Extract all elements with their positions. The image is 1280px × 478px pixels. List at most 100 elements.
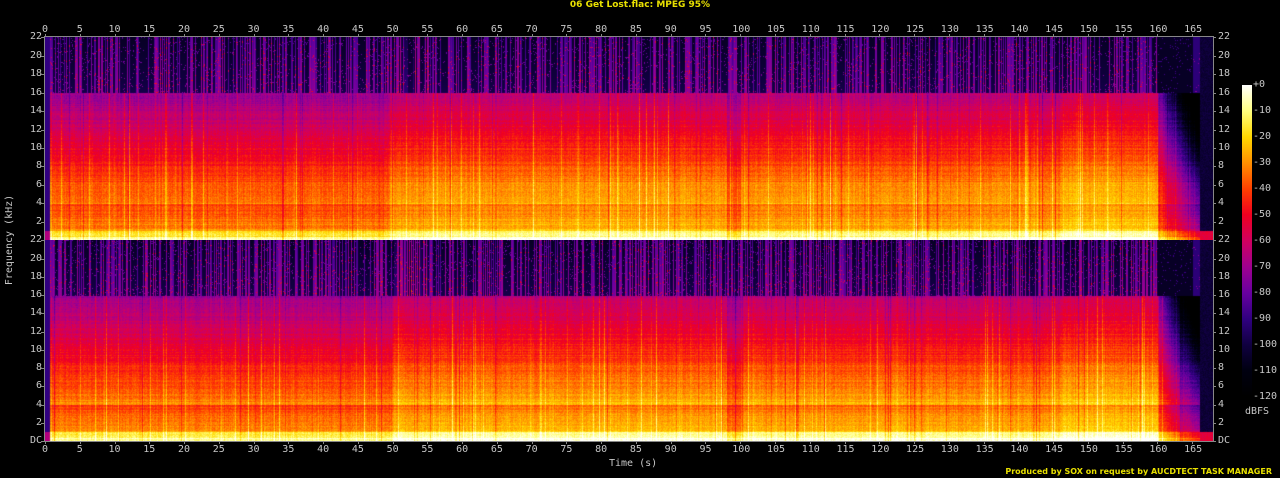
y-tick-label-right: 2 [1218, 215, 1225, 227]
x-tick-mark [323, 441, 325, 444]
x-tick-label-top: 20 [178, 24, 191, 35]
x-tick-mark [879, 441, 881, 444]
x-tick-mark [1087, 441, 1089, 444]
x-tick-label-top: 35 [282, 24, 295, 35]
x-tick-label-bottom: 165 [1184, 444, 1203, 455]
y-tick-mark [41, 37, 44, 39]
x-tick-mark [45, 34, 46, 37]
x-tick-mark [288, 441, 290, 444]
y-tick-label-left: 22 [29, 31, 42, 43]
colorbar-tick-label: -60 [1253, 235, 1272, 246]
y-tick-mark [1213, 203, 1216, 205]
y-tick-mark [41, 441, 44, 442]
y-tick-label-left: 12 [29, 123, 42, 135]
x-tick-label-bottom: 40 [317, 444, 330, 455]
y-tick-mark [41, 313, 44, 315]
y-tick-mark [41, 368, 44, 370]
x-tick-label-bottom: 80 [595, 444, 608, 455]
x-tick-mark [705, 441, 707, 444]
x-tick-mark [740, 441, 742, 444]
x-tick-mark [1122, 441, 1124, 444]
y-tick-mark [1213, 258, 1216, 260]
y-tick-label-right: 4 [1218, 197, 1225, 209]
y-tick-mark [1213, 37, 1216, 39]
x-tick-mark [114, 441, 116, 444]
x-tick-mark [288, 34, 290, 37]
x-tick-mark [392, 34, 394, 37]
y-tick-label-right: 18 [1218, 270, 1231, 282]
colorbar-tick-label: -10 [1253, 105, 1272, 116]
y-tick-label-right: 20 [1218, 49, 1231, 61]
x-tick-mark [427, 34, 429, 37]
x-tick-label-top: 105 [767, 24, 786, 35]
x-tick-mark [1053, 441, 1055, 444]
x-tick-label-top: 30 [247, 24, 260, 35]
x-tick-mark [357, 441, 359, 444]
y-tick-label-right: 10 [1218, 141, 1231, 153]
y-tick-mark [41, 349, 44, 351]
x-tick-label-top: 155 [1114, 24, 1133, 35]
x-tick-label-bottom: 75 [560, 444, 573, 455]
y-tick-label-right: 8 [1218, 362, 1225, 374]
y-tick-mark [1213, 55, 1216, 57]
x-tick-label-top: 15 [143, 24, 156, 35]
x-tick-mark [809, 34, 811, 37]
y-tick-mark [1213, 295, 1216, 297]
y-tick-label-right: 12 [1218, 123, 1231, 135]
x-tick-label-top: 130 [940, 24, 959, 35]
x-tick-label-bottom: 130 [940, 444, 959, 455]
colorbar-tick-label: -120 [1253, 391, 1278, 402]
y-tick-mark [1213, 386, 1216, 388]
y-tick-mark [1213, 404, 1216, 406]
x-tick-mark [635, 34, 637, 37]
x-tick-label-top: 70 [525, 24, 538, 35]
x-tick-mark [983, 441, 985, 444]
y-tick-label-left: 10 [29, 141, 42, 153]
y-tick-label-left: 2 [35, 215, 42, 227]
x-tick-label-top: 165 [1184, 24, 1203, 35]
x-tick-label-bottom: 50 [386, 444, 399, 455]
x-tick-mark [253, 34, 255, 37]
x-tick-mark [184, 34, 186, 37]
y-tick-label-left: 4 [35, 197, 42, 209]
y-tick-label-right: 22 [1218, 234, 1231, 246]
y-tick-label-right: 2 [1218, 416, 1225, 428]
x-tick-mark [357, 34, 359, 37]
x-tick-mark [1018, 441, 1020, 444]
x-tick-label-top: 140 [1010, 24, 1029, 35]
y-tick-label-left: 18 [29, 68, 42, 80]
colorbar [1242, 85, 1252, 397]
x-tick-label-bottom: 20 [178, 444, 191, 455]
x-tick-mark [566, 34, 568, 37]
x-tick-mark [79, 441, 81, 444]
x-tick-mark [844, 441, 846, 444]
x-tick-label-bottom: 145 [1045, 444, 1064, 455]
x-tick-label-top: 120 [871, 24, 890, 35]
y-tick-mark [41, 203, 44, 205]
y-tick-label-right: 16 [1218, 86, 1231, 98]
y-tick-mark [1213, 184, 1216, 186]
x-tick-mark [253, 441, 255, 444]
y-tick-label-right: 14 [1218, 105, 1231, 117]
x-tick-mark [775, 34, 776, 37]
x-tick-mark [323, 34, 325, 37]
y-tick-mark [41, 295, 44, 297]
y-tick-label-left: 22 [29, 234, 42, 246]
x-tick-label-bottom: 35 [282, 444, 295, 455]
x-tick-label-top: 160 [1149, 24, 1168, 35]
colorbar-tick-label: -30 [1253, 157, 1272, 168]
y-tick-mark [1213, 74, 1216, 76]
x-tick-label-bottom: 150 [1079, 444, 1098, 455]
y-tick-mark [41, 404, 44, 406]
x-tick-mark [1087, 34, 1089, 37]
y-tick-label-left: 16 [29, 86, 42, 98]
x-tick-label-bottom: 110 [801, 444, 820, 455]
y-tick-label-right: 8 [1218, 160, 1225, 172]
spectrogram-channel-1 [45, 37, 1213, 240]
x-tick-mark [462, 441, 464, 444]
y-tick-label-left: 14 [29, 105, 42, 117]
x-tick-mark [879, 34, 881, 37]
y-tick-label-left: DC [29, 435, 42, 446]
x-tick-label-top: 100 [732, 24, 751, 35]
colorbar-tick-label: -90 [1253, 313, 1272, 324]
